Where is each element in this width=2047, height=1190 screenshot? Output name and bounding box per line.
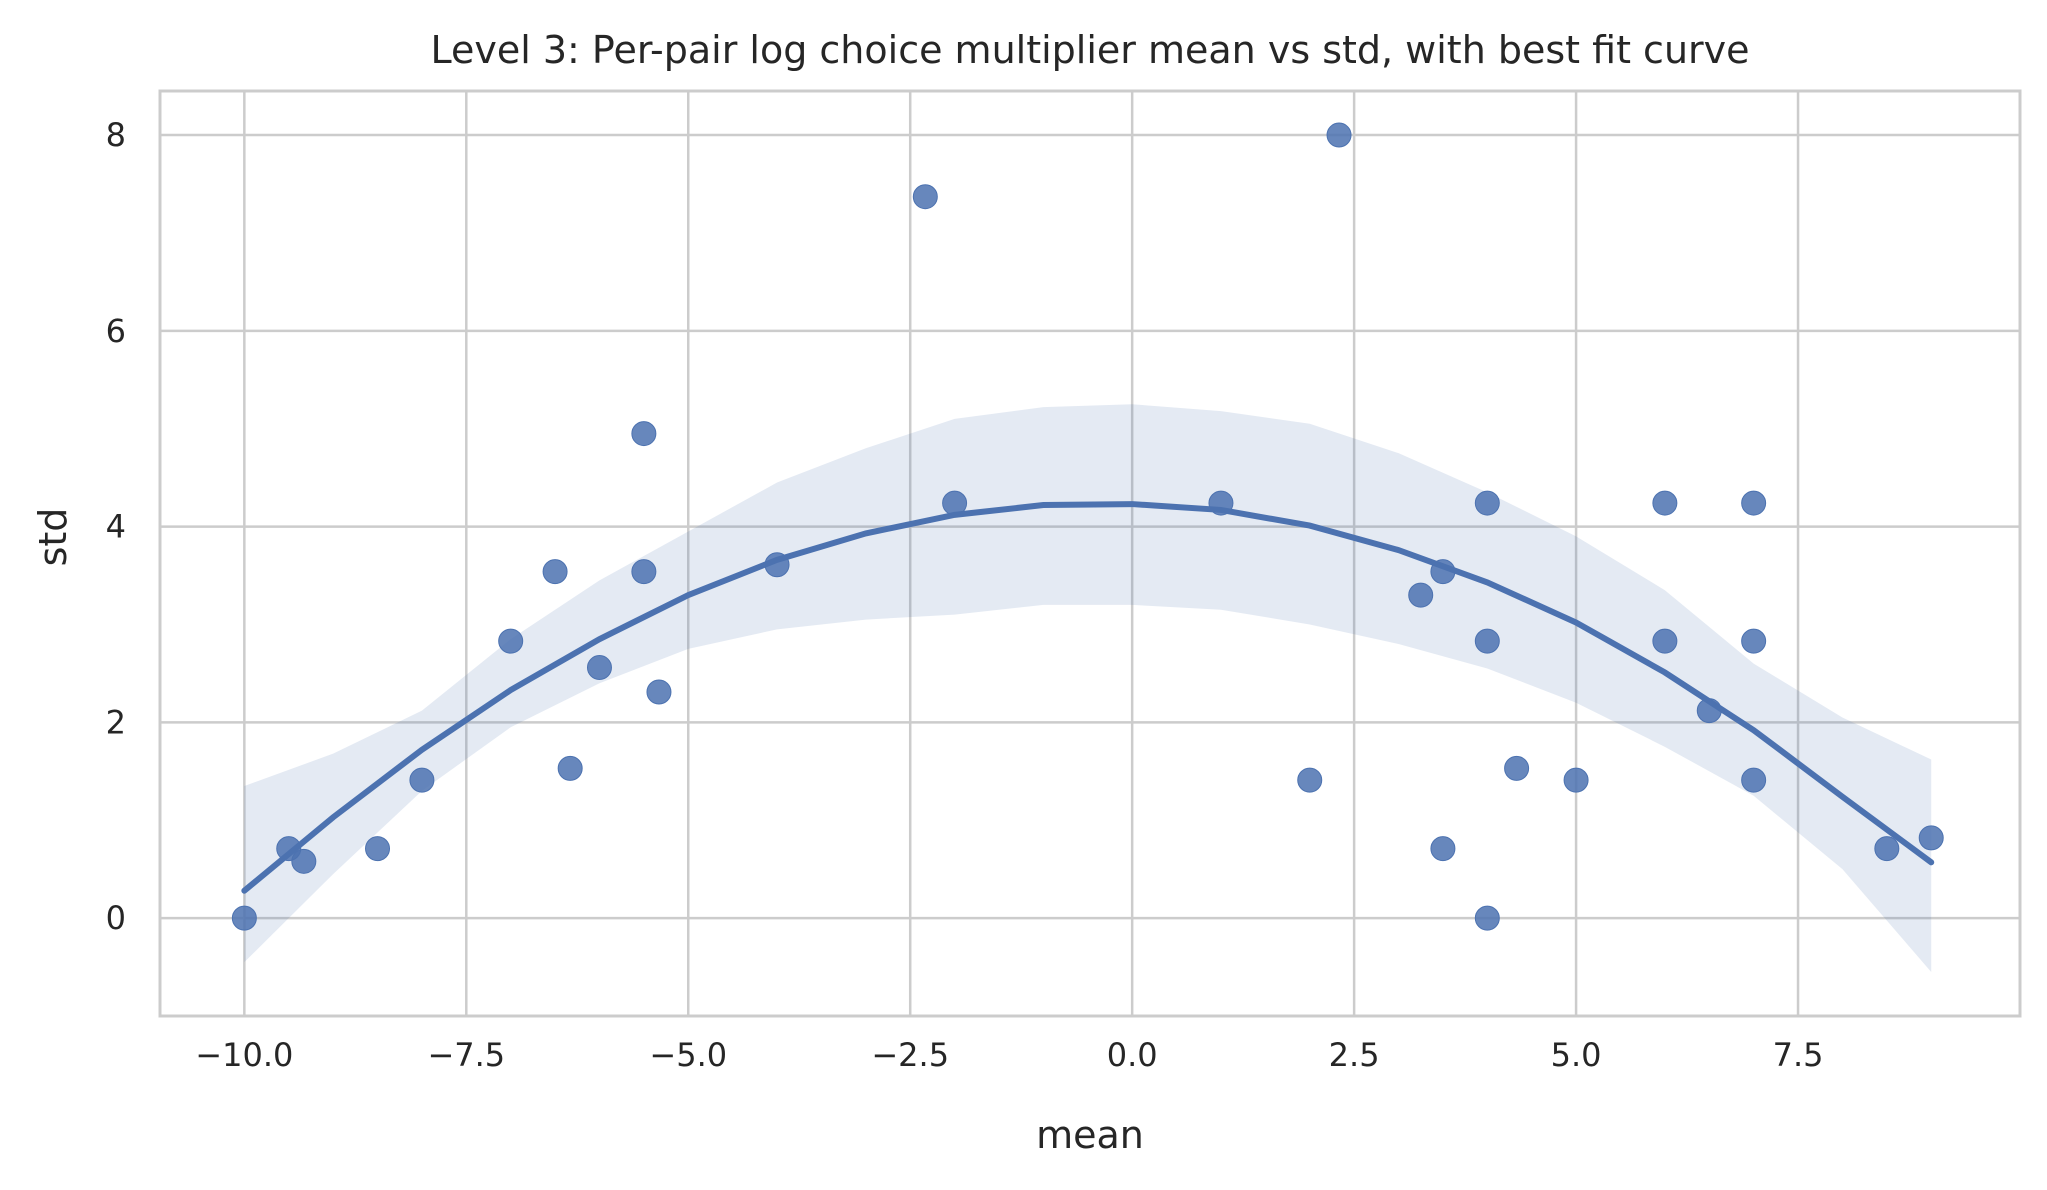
data-point — [1208, 490, 1234, 516]
x-axis-label: mean — [1036, 1113, 1144, 1157]
data-point — [1874, 836, 1900, 862]
x-tick-label: 7.5 — [1773, 1036, 1824, 1074]
confidence-band — [244, 404, 1932, 972]
fit-curve-group — [241, 501, 1935, 894]
data-point — [1741, 490, 1767, 516]
data-point — [291, 848, 317, 874]
data-point — [365, 836, 391, 862]
data-point — [1696, 698, 1722, 724]
data-point — [1563, 767, 1589, 793]
data-point — [1918, 825, 1944, 851]
data-points — [231, 122, 1944, 931]
y-axis-label: std — [31, 508, 75, 567]
data-point — [231, 905, 257, 931]
data-point — [586, 655, 612, 681]
x-tick-label: −10.0 — [195, 1036, 293, 1074]
plot-frame — [158, 89, 2022, 1018]
y-tick-label: 2 — [106, 703, 126, 741]
x-tick-label: −2.5 — [871, 1036, 949, 1074]
y-tick-label: 0 — [106, 899, 126, 937]
data-point — [1326, 122, 1352, 148]
confidence-band-group — [244, 404, 1932, 972]
data-point — [1741, 628, 1767, 654]
y-tick-label: 8 — [106, 116, 126, 154]
x-tick-label: 2.5 — [1329, 1036, 1380, 1074]
data-point — [1741, 767, 1767, 793]
y-tick-labels: 0 2 4 6 8 — [106, 116, 126, 937]
data-point — [498, 628, 524, 654]
data-point — [1474, 628, 1500, 654]
data-point — [1652, 628, 1678, 654]
data-point — [942, 490, 968, 516]
y-tick-label: 6 — [106, 312, 126, 350]
chart-title: Level 3: Per-pair log choice multiplier … — [430, 28, 1749, 72]
data-point — [631, 559, 657, 585]
x-tick-label: 0.0 — [1107, 1036, 1158, 1074]
data-point — [1652, 490, 1678, 516]
data-point — [1504, 755, 1530, 781]
data-point — [1297, 767, 1323, 793]
data-point — [764, 552, 790, 578]
data-point — [1408, 582, 1434, 608]
y-tick-label: 4 — [106, 508, 126, 546]
data-point — [912, 184, 938, 210]
data-point — [1430, 559, 1456, 585]
fit-curve-line — [241, 501, 1935, 894]
data-point — [542, 559, 568, 585]
x-tick-label: −5.0 — [649, 1036, 727, 1074]
x-tick-labels: −10.0 −7.5 −5.0 −2.5 0.0 2.5 5.0 7.5 — [195, 1036, 1823, 1074]
x-tick-label: −7.5 — [427, 1036, 505, 1074]
data-point — [646, 679, 672, 705]
data-point — [409, 767, 435, 793]
data-point — [1474, 905, 1500, 931]
data-point — [1430, 836, 1456, 862]
data-point — [631, 421, 657, 447]
data-point — [557, 755, 583, 781]
x-tick-label: 5.0 — [1551, 1036, 1602, 1074]
data-point — [1474, 490, 1500, 516]
